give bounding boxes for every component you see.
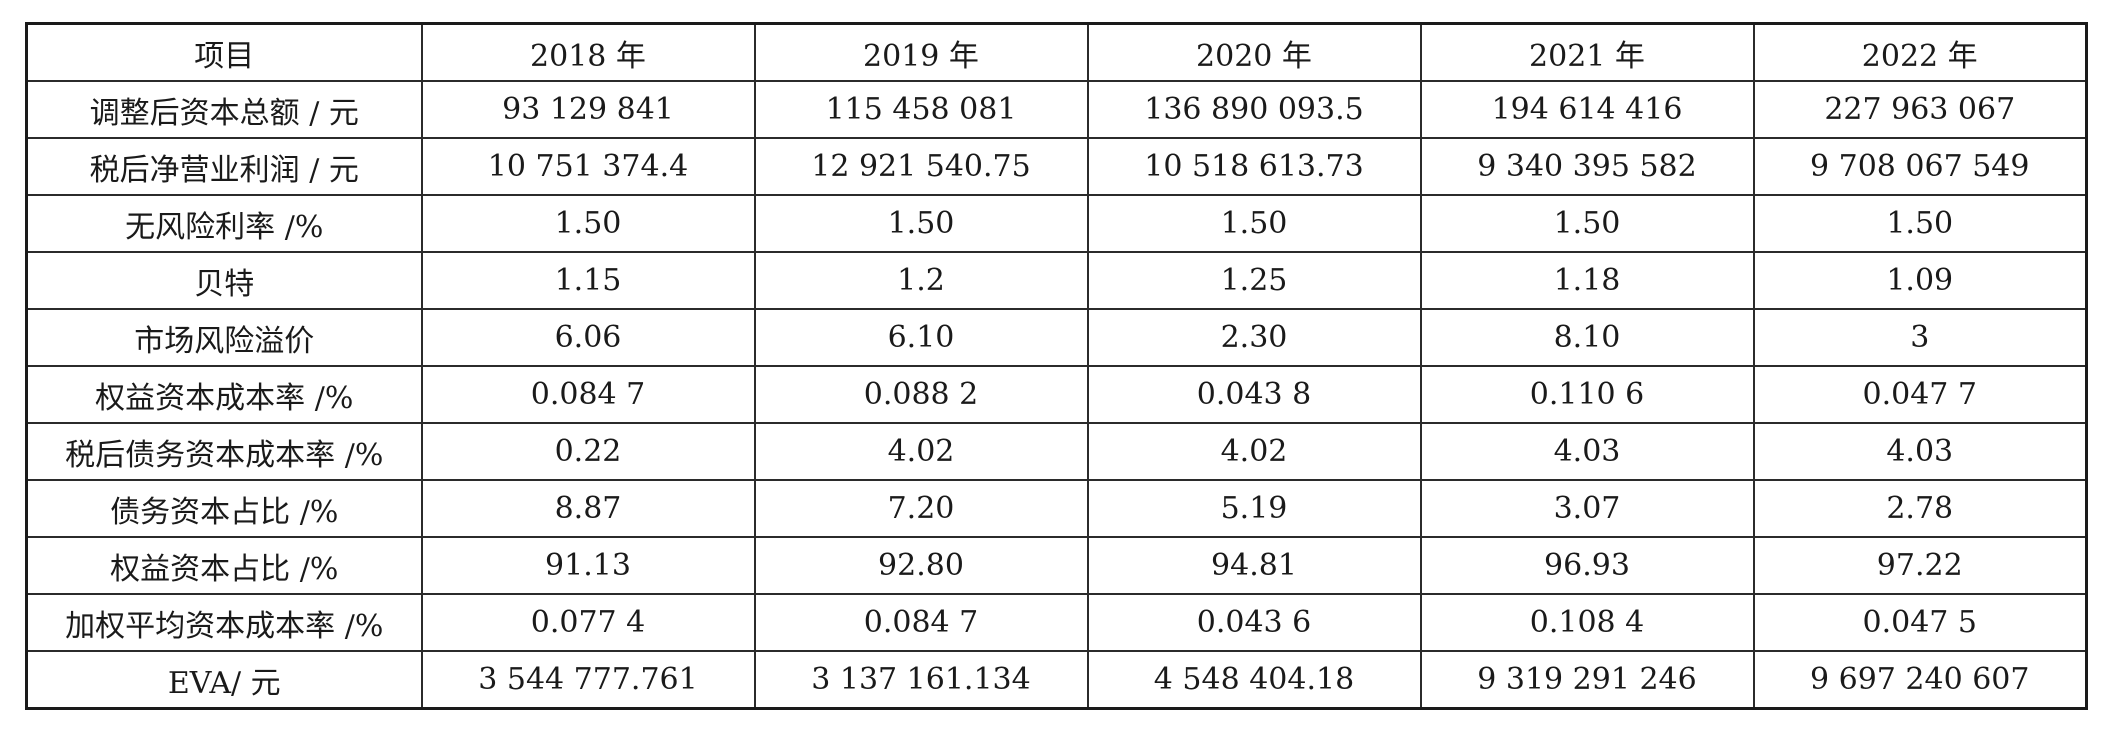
header-item: 项目 bbox=[25, 22, 423, 82]
table-cell: 1.50 bbox=[1752, 194, 2088, 253]
table-cell: 1.50 bbox=[753, 194, 1089, 253]
table-cell: 92.80 bbox=[753, 536, 1089, 595]
table-cell: 227 963 067 bbox=[1752, 80, 2088, 139]
table-cell: 3 544 777.761 bbox=[420, 650, 756, 710]
table-cell: 1.09 bbox=[1752, 251, 2088, 310]
table-cell: 4 548 404.18 bbox=[1086, 650, 1422, 710]
table-cell: 1.18 bbox=[1419, 251, 1755, 310]
header-year-2022: 2022 年 bbox=[1752, 22, 2088, 82]
table-row: 无风险利率 /% 1.50 1.50 1.50 1.50 1.50 bbox=[25, 194, 2088, 253]
table-cell: 4.02 bbox=[753, 422, 1089, 481]
table-cell: 2.30 bbox=[1086, 308, 1422, 367]
table-cell: 0.047 5 bbox=[1752, 593, 2088, 652]
eva-table-container: 项目 2018 年 2019 年 2020 年 2021 年 2022 年 调整… bbox=[25, 22, 2088, 710]
table-cell: 1.2 bbox=[753, 251, 1089, 310]
table-cell: 0.110 6 bbox=[1419, 365, 1755, 424]
table-cell: 91.13 bbox=[420, 536, 756, 595]
row-label: 债务资本占比 /% bbox=[25, 479, 423, 538]
table-cell: 115 458 081 bbox=[753, 80, 1089, 139]
table-cell: 9 340 395 582 bbox=[1419, 137, 1755, 196]
row-label: 贝特 bbox=[25, 251, 423, 310]
table-cell: 3.07 bbox=[1419, 479, 1755, 538]
table-cell: 97.22 bbox=[1752, 536, 2088, 595]
table-cell: 6.10 bbox=[753, 308, 1089, 367]
row-label: EVA/ 元 bbox=[25, 650, 423, 710]
table-cell: 7.20 bbox=[753, 479, 1089, 538]
table-header-row: 项目 2018 年 2019 年 2020 年 2021 年 2022 年 bbox=[25, 22, 2088, 82]
table-cell: 0.043 6 bbox=[1086, 593, 1422, 652]
table-cell: 10 518 613.73 bbox=[1086, 137, 1422, 196]
table-cell: 3 137 161.134 bbox=[753, 650, 1089, 710]
table-cell: 9 319 291 246 bbox=[1419, 650, 1755, 710]
row-label: 调整后资本总额 / 元 bbox=[25, 80, 423, 139]
table-cell: 0.043 8 bbox=[1086, 365, 1422, 424]
table-cell: 1.25 bbox=[1086, 251, 1422, 310]
table-cell: 4.02 bbox=[1086, 422, 1422, 481]
table-cell: 1.50 bbox=[420, 194, 756, 253]
table-cell: 0.047 7 bbox=[1752, 365, 2088, 424]
table-cell: 2.78 bbox=[1752, 479, 2088, 538]
table-cell: 8.10 bbox=[1419, 308, 1755, 367]
table-cell: 0.22 bbox=[420, 422, 756, 481]
table-row: 税后债务资本成本率 /% 0.22 4.02 4.02 4.03 4.03 bbox=[25, 422, 2088, 481]
table-row: 贝特 1.15 1.2 1.25 1.18 1.09 bbox=[25, 251, 2088, 310]
row-label: 权益资本成本率 /% bbox=[25, 365, 423, 424]
table-cell: 0.077 4 bbox=[420, 593, 756, 652]
table-cell: 0.088 2 bbox=[753, 365, 1089, 424]
table-cell: 4.03 bbox=[1752, 422, 2088, 481]
table-row: 权益资本成本率 /% 0.084 7 0.088 2 0.043 8 0.110… bbox=[25, 365, 2088, 424]
table-row: 债务资本占比 /% 8.87 7.20 5.19 3.07 2.78 bbox=[25, 479, 2088, 538]
header-year-2018: 2018 年 bbox=[420, 22, 756, 82]
table-cell: 136 890 093.5 bbox=[1086, 80, 1422, 139]
table-cell: 0.084 7 bbox=[420, 365, 756, 424]
row-label: 税后净营业利润 / 元 bbox=[25, 137, 423, 196]
table-cell: 1.15 bbox=[420, 251, 756, 310]
table-row: 加权平均资本成本率 /% 0.077 4 0.084 7 0.043 6 0.1… bbox=[25, 593, 2088, 652]
table-cell: 93 129 841 bbox=[420, 80, 756, 139]
table-cell: 10 751 374.4 bbox=[420, 137, 756, 196]
header-year-2021: 2021 年 bbox=[1419, 22, 1755, 82]
eva-data-table: 项目 2018 年 2019 年 2020 年 2021 年 2022 年 调整… bbox=[25, 22, 2088, 710]
table-row: 权益资本占比 /% 91.13 92.80 94.81 96.93 97.22 bbox=[25, 536, 2088, 595]
table-row: 调整后资本总额 / 元 93 129 841 115 458 081 136 8… bbox=[25, 80, 2088, 139]
row-label: 加权平均资本成本率 /% bbox=[25, 593, 423, 652]
table-row: 税后净营业利润 / 元 10 751 374.4 12 921 540.75 1… bbox=[25, 137, 2088, 196]
table-cell: 5.19 bbox=[1086, 479, 1422, 538]
table-cell: 8.87 bbox=[420, 479, 756, 538]
table-cell: 0.108 4 bbox=[1419, 593, 1755, 652]
table-cell: 94.81 bbox=[1086, 536, 1422, 595]
row-label: 权益资本占比 /% bbox=[25, 536, 423, 595]
header-year-2020: 2020 年 bbox=[1086, 22, 1422, 82]
table-cell: 6.06 bbox=[420, 308, 756, 367]
table-cell: 96.93 bbox=[1419, 536, 1755, 595]
table-cell: 3 bbox=[1752, 308, 2088, 367]
table-cell: 4.03 bbox=[1419, 422, 1755, 481]
row-label: 税后债务资本成本率 /% bbox=[25, 422, 423, 481]
table-cell: 12 921 540.75 bbox=[753, 137, 1089, 196]
table-cell: 9 708 067 549 bbox=[1752, 137, 2088, 196]
table-row: 市场风险溢价 6.06 6.10 2.30 8.10 3 bbox=[25, 308, 2088, 367]
row-label: 市场风险溢价 bbox=[25, 308, 423, 367]
table-cell: 0.084 7 bbox=[753, 593, 1089, 652]
table-cell: 1.50 bbox=[1419, 194, 1755, 253]
table-cell: 9 697 240 607 bbox=[1752, 650, 2088, 710]
row-label: 无风险利率 /% bbox=[25, 194, 423, 253]
table-row: EVA/ 元 3 544 777.761 3 137 161.134 4 548… bbox=[25, 650, 2088, 710]
table-cell: 194 614 416 bbox=[1419, 80, 1755, 139]
header-year-2019: 2019 年 bbox=[753, 22, 1089, 82]
table-cell: 1.50 bbox=[1086, 194, 1422, 253]
